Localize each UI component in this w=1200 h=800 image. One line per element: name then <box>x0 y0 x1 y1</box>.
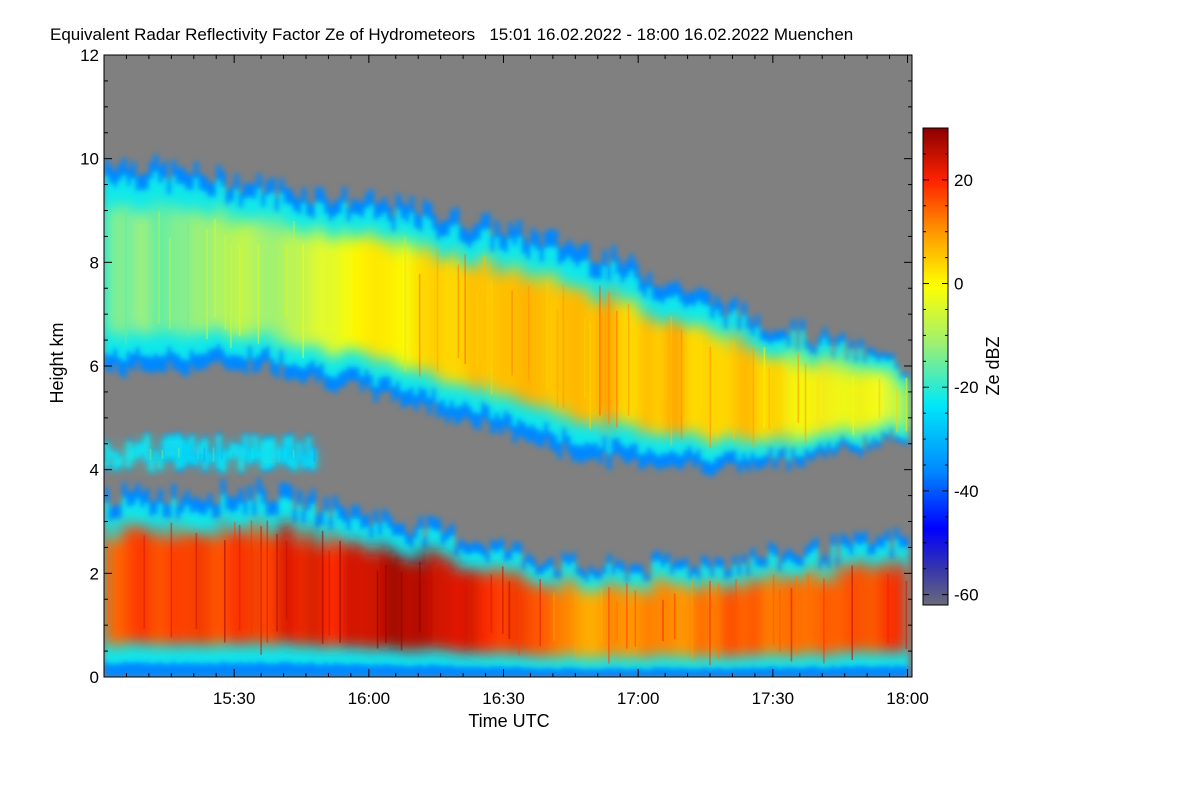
x-tick-label: 18:00 <box>886 689 929 708</box>
y-tick-label: 4 <box>90 461 99 480</box>
colorbar-tick-label: 0 <box>954 275 963 294</box>
colorbar <box>922 127 949 606</box>
x-tick-label: 16:30 <box>482 689 525 708</box>
colorbar-tick-label: -60 <box>954 586 979 605</box>
y-tick-label: 12 <box>80 46 99 65</box>
y-axis: 0 2 4 6 8 10 12 <box>80 46 912 687</box>
feature-2 <box>104 478 909 677</box>
y-tick-label: 2 <box>90 564 99 583</box>
y-axis-label: Height km <box>47 322 67 403</box>
reflectivity-streaks <box>104 207 908 665</box>
x-axis-label: Time UTC <box>468 711 549 731</box>
colorbar-label: Ze dBZ <box>983 336 1003 395</box>
x-tick-label: 17:30 <box>752 689 795 708</box>
colorbar-tick-label: 20 <box>954 171 973 190</box>
x-tick-label: 16:00 <box>348 689 391 708</box>
colorbar-tick-label: -20 <box>954 378 979 397</box>
colorbar-tick-label: -40 <box>954 482 979 501</box>
x-axis: 15:30 16:00 16:30 17:00 17:30 18:00 <box>103 55 929 708</box>
y-tick-label: 8 <box>90 253 99 272</box>
x-tick-label: 17:00 <box>617 689 660 708</box>
y-tick-label: 0 <box>90 668 99 687</box>
colorbar-ticks: 20 0 -20 -40 -60 <box>923 127 979 605</box>
feature-1 <box>104 431 316 474</box>
y-tick-label: 6 <box>90 357 99 376</box>
chart-title: Equivalent Radar Reflectivity Factor Ze … <box>50 25 853 44</box>
y-tick-label: 10 <box>80 150 99 169</box>
x-tick-label: 15:30 <box>213 689 256 708</box>
